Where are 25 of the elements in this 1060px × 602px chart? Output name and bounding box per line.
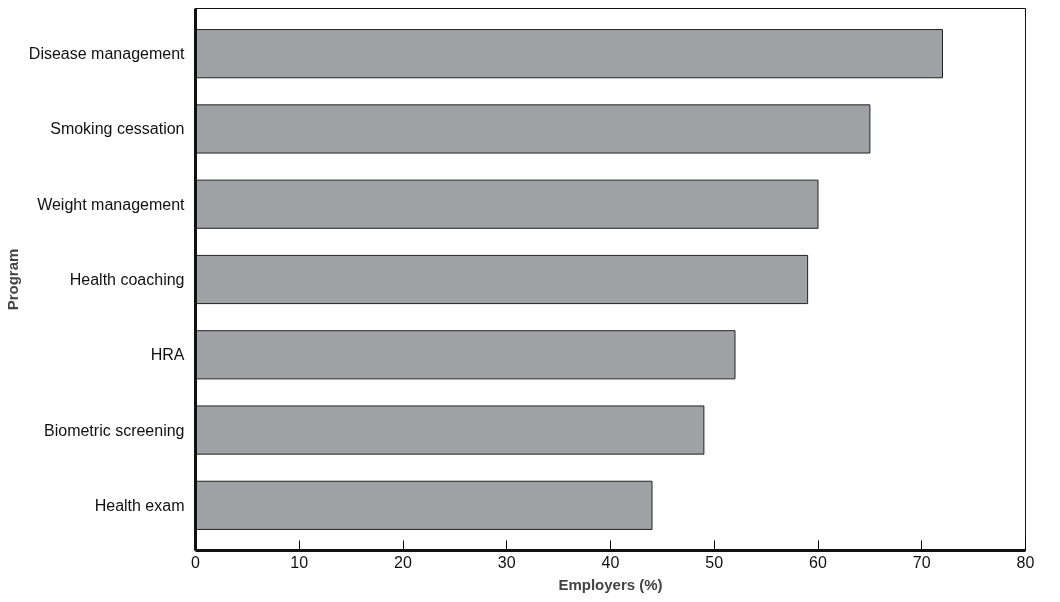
x-axis-title: Employers (%) (558, 575, 663, 593)
bar (195, 104, 871, 154)
x-tick-label: 10 (290, 553, 309, 571)
y-axis-title: Program (3, 248, 21, 311)
y-tick-label: Weight management (37, 195, 186, 213)
x-tick-label: 40 (601, 553, 620, 571)
y-tick-label: Disease management (28, 45, 186, 63)
bar (195, 254, 809, 305)
bar (195, 405, 705, 455)
x-tick-label: 80 (1016, 553, 1035, 571)
x-tick-label: 60 (809, 553, 827, 571)
y-tick-label: Smoking cessation (50, 120, 185, 138)
x-tick-label: 50 (705, 553, 724, 571)
bar (195, 480, 653, 530)
x-tick-label: 0 (191, 553, 201, 571)
bar (195, 330, 736, 380)
x-tick-label: 30 (497, 553, 516, 571)
y-tick-label: HRA (150, 346, 185, 364)
bar (195, 29, 943, 79)
y-tick-label: Health exam (94, 496, 185, 514)
x-tick-label: 70 (912, 553, 931, 571)
y-tick-label: Health coaching (69, 271, 185, 288)
bar (195, 179, 819, 229)
y-tick-label: Biometric screening (44, 421, 185, 439)
x-tick-label: 20 (394, 553, 412, 571)
